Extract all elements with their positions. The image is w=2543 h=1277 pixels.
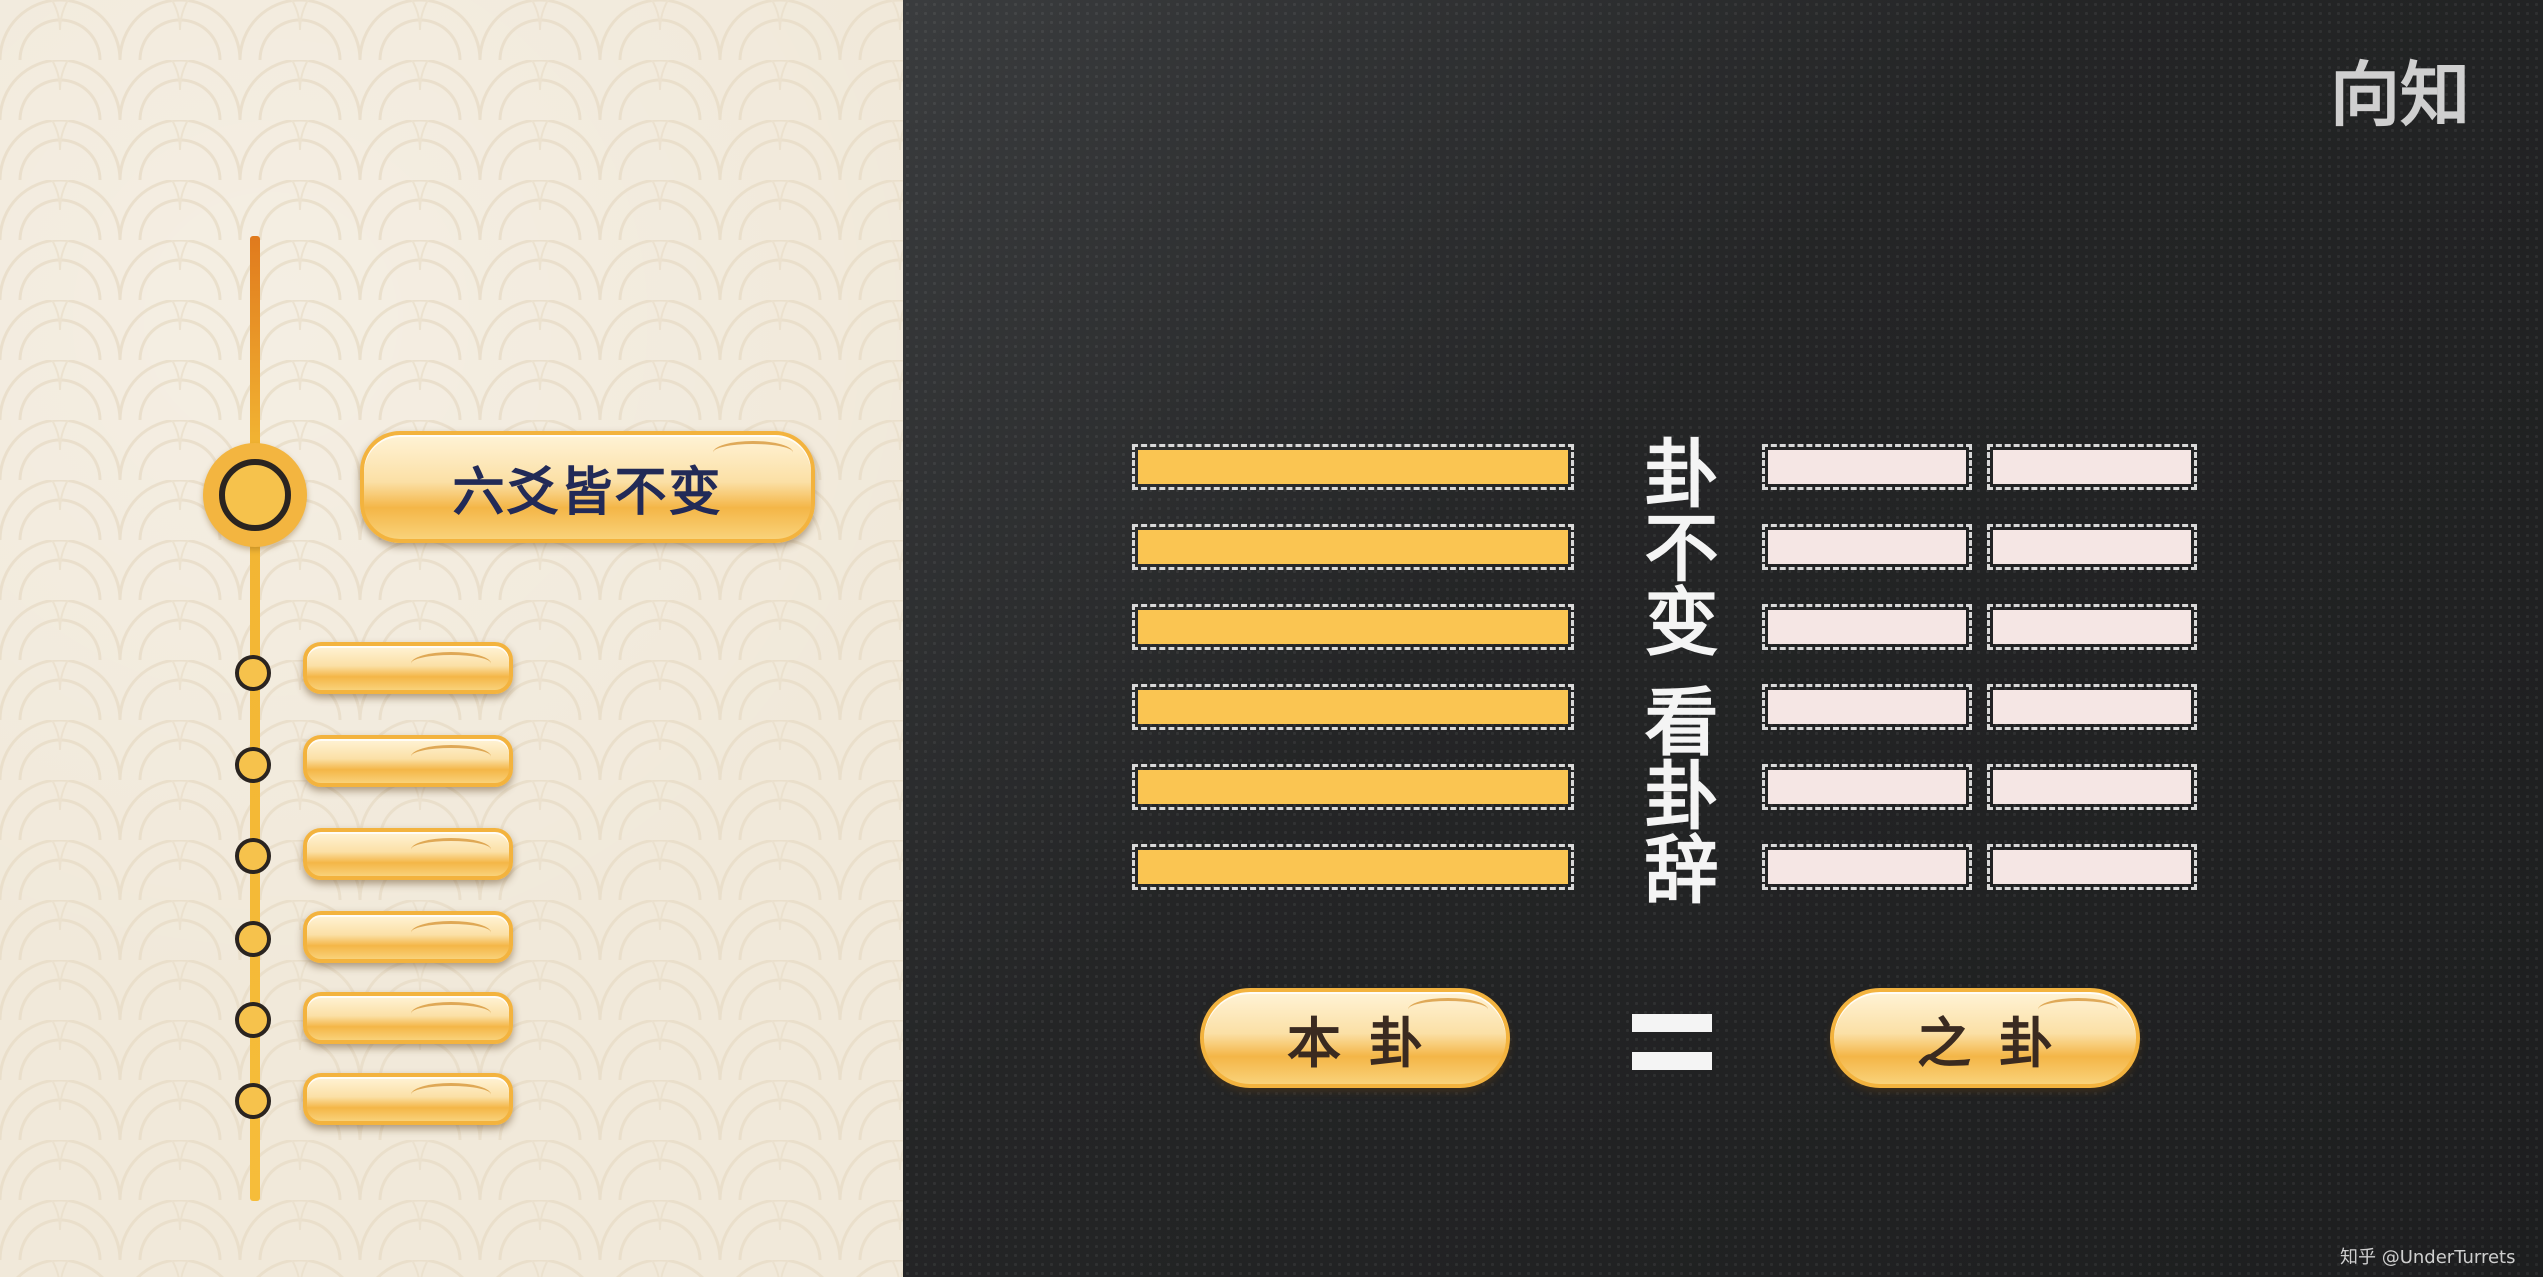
changed-hexagram-line-6-left [1762,444,1972,490]
changed-hexagram-line-4-right [1987,604,2197,650]
changed-hexagram-line-1-left [1762,844,1972,890]
changed-hexagram-line-5-left [1762,524,1972,570]
changed-hexagram-line-3-left [1762,684,1972,730]
timeline-panel: 六爻皆不变 [0,0,903,1277]
author-credit: 知乎 @UnderTurrets [2340,1247,2516,1268]
original-hexagram-label-button[interactable]: 本卦 [1200,988,1510,1088]
changed-hexagram-label-button[interactable]: 之卦 [1830,988,2140,1088]
timeline-step-button-3[interactable] [303,828,513,880]
timeline-track [250,236,260,1201]
changed-hexagram-label: 之卦 [1917,1011,2081,1075]
equals-sign-bottom-bar [1632,1052,1712,1070]
changed-hexagram-line-6-right [1987,444,2197,490]
timeline-step-button-1[interactable] [303,642,513,694]
wave-pattern-background [0,0,903,1277]
original-hexagram-label: 本卦 [1287,1011,1451,1075]
timeline-node-6[interactable] [235,1083,271,1119]
main-title-text: 六爻皆不变 [452,462,723,523]
timeline-step-button-2[interactable] [303,735,513,787]
original-hexagram-line-3 [1132,684,1574,730]
changed-hexagram-line-2-right [1987,764,2197,810]
original-hexagram-line-4 [1132,604,1574,650]
timeline-node-active[interactable] [203,443,307,547]
original-hexagram-line-5 [1132,524,1574,570]
timeline-node-5[interactable] [235,1002,271,1038]
vertical-caption: 卦不变 看卦辞 [1632,435,1718,905]
timeline-node-1[interactable] [235,655,271,691]
equals-sign-top-bar [1632,1014,1712,1032]
original-hexagram-line-1 [1132,844,1574,890]
timeline-step-button-5[interactable] [303,992,513,1044]
main-title-banner[interactable]: 六爻皆不变 [360,431,815,543]
changed-hexagram-line-4-left [1762,604,1972,650]
original-hexagram-line-6 [1132,444,1574,490]
changed-hexagram-line-3-right [1987,684,2197,730]
timeline-node-4[interactable] [235,921,271,957]
changed-hexagram-line-2-left [1762,764,1972,810]
changed-hexagram-line-1-right [1987,844,2197,890]
timeline-step-button-6[interactable] [303,1073,513,1125]
timeline-node-3[interactable] [235,838,271,874]
changed-hexagram-line-5-right [1987,524,2197,570]
original-hexagram-line-2 [1132,764,1574,810]
timeline-step-button-4[interactable] [303,911,513,963]
timeline-node-2[interactable] [235,747,271,783]
watermark-logo: 向知 [2330,53,2470,136]
